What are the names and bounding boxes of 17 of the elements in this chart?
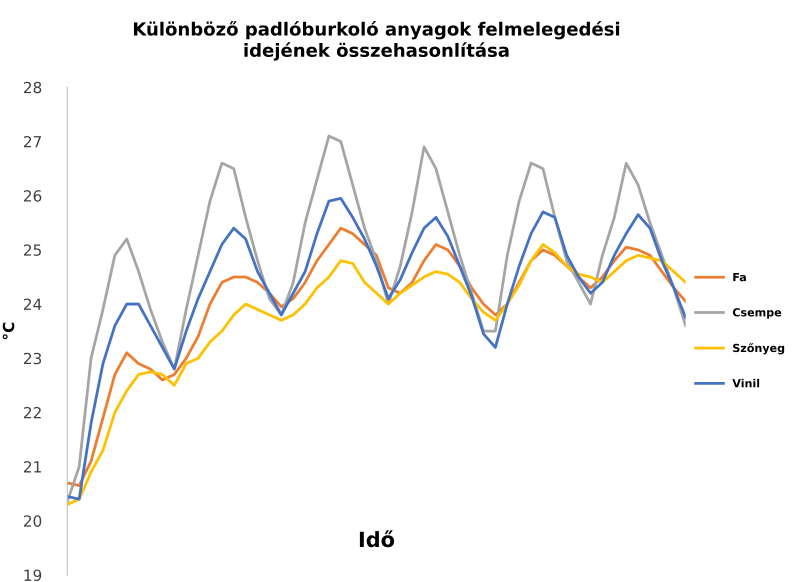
y-tick-label: 19 (24, 569, 42, 582)
y-tick-label: 24 (24, 298, 42, 310)
y-tick-label: 28 (24, 82, 42, 94)
y-tick-label: 20 (24, 515, 42, 527)
y-tick-label: 22 (24, 406, 41, 418)
y-tick-label: 23 (24, 352, 42, 364)
y-tick-label: 21 (24, 461, 41, 472)
chart-title: Különböző padlóburkoló anyagok felmelegedési idejének összehasonlítása (134, 21, 620, 61)
legend-label: Fa (733, 273, 746, 282)
legend-label: Csempe (732, 308, 782, 319)
legend-label: Szőnyeg (733, 343, 784, 354)
x-axis-title: Idő (360, 530, 394, 548)
y-tick-label: 27 (24, 136, 41, 148)
y-tick-label: 25 (24, 244, 41, 256)
y-tick-label: 26 (24, 190, 42, 202)
y-axis-title: °C (2, 322, 14, 340)
legend-label: Vinil (732, 378, 760, 388)
